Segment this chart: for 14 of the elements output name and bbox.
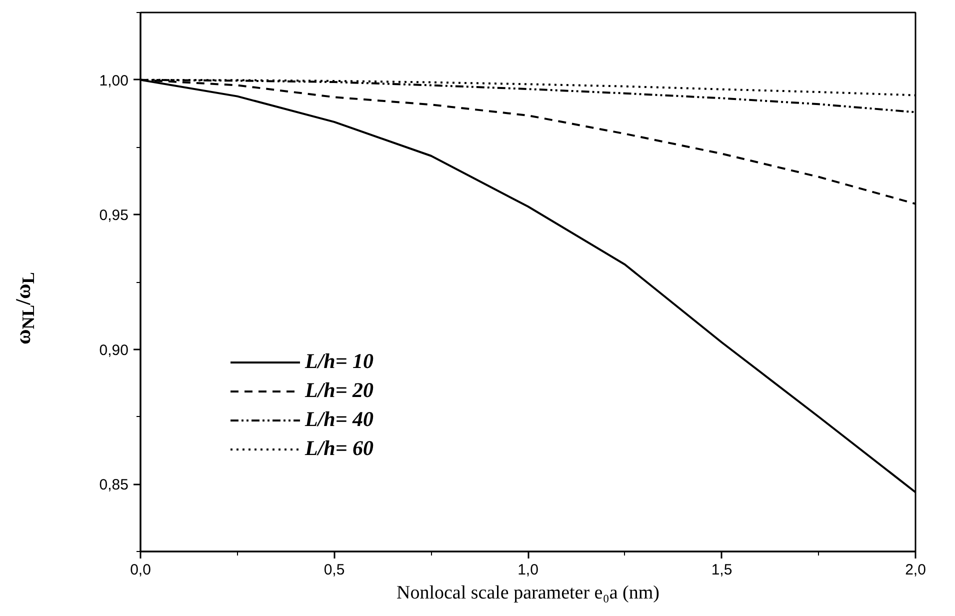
legend-label: L/h= 60 [305, 436, 374, 461]
y-tick-label: 0,90 [99, 342, 129, 359]
legend-label: L/h= 10 [305, 349, 374, 374]
legend-label: L/h= 40 [305, 407, 374, 432]
legend-label: L/h= 20 [305, 378, 374, 403]
x-tick-label: 1,0 [518, 562, 538, 578]
x-axis-title: Nonlocal scale parameter e₀a (nm) [396, 582, 660, 604]
y-tick-label: 0,85 [99, 476, 129, 494]
x-tick-label: 2,0 [905, 562, 926, 578]
y-tick-label: 0,95 [99, 207, 129, 224]
y-tick-label: 1,00 [99, 72, 129, 90]
x-tick-label: 0,0 [130, 562, 151, 578]
x-tick-label: 0,5 [324, 562, 345, 578]
x-tick-label: 1,5 [711, 562, 732, 578]
